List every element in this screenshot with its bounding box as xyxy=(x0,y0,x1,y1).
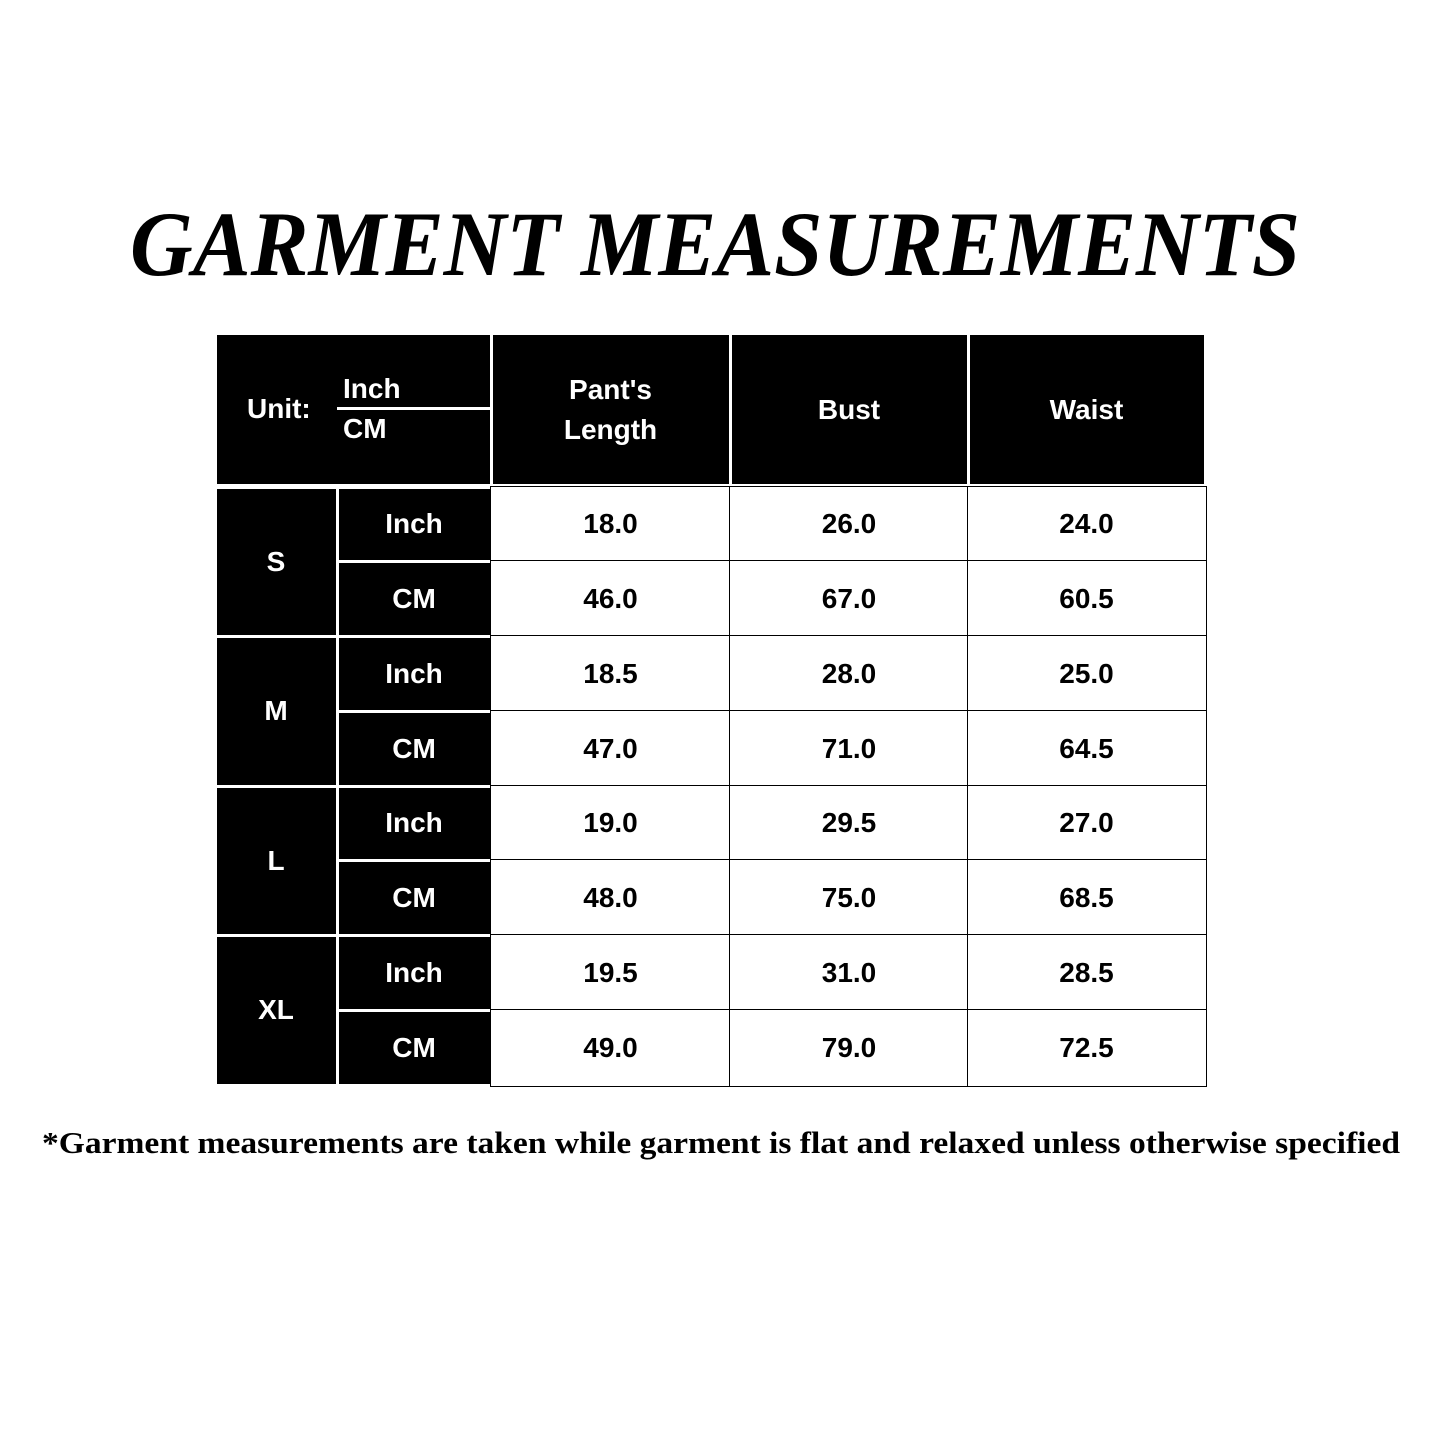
value-cell: 72.5 xyxy=(966,1008,1207,1087)
size-cell: L xyxy=(216,787,336,934)
title: GARMENT MEASUREMENTS xyxy=(130,193,1300,295)
size-cell: XL xyxy=(216,937,336,1084)
column-header: Bust xyxy=(731,335,967,484)
value-cell: 25.0 xyxy=(966,635,1207,713)
column-header: Waist xyxy=(969,335,1204,484)
unit-cell: Inch xyxy=(338,787,490,860)
value-cell: 19.5 xyxy=(489,934,732,1012)
value-cell: 64.5 xyxy=(966,709,1207,788)
column-header-text: Bust xyxy=(817,393,881,425)
value-cell: 24.0 xyxy=(966,485,1207,564)
unit-cell: CM xyxy=(338,712,490,785)
value-cell: 47.0 xyxy=(489,709,732,788)
unit-cell: Inch xyxy=(338,488,490,561)
size-cell: M xyxy=(216,638,336,785)
unit-cell: Inch xyxy=(338,638,490,710)
value-cell: 27.0 xyxy=(966,784,1207,863)
value-cell: 19.0 xyxy=(489,784,732,863)
value-cell: 48.0 xyxy=(489,859,732,937)
value-cell: 28.5 xyxy=(966,934,1207,1012)
value-cell: 29.5 xyxy=(728,784,970,863)
column-header-text: Pant's Length xyxy=(563,373,658,445)
size-cell: S xyxy=(216,488,336,635)
unit-label: Unit: xyxy=(247,393,311,424)
unit-cell: CM xyxy=(338,1011,490,1084)
value-cell: 68.5 xyxy=(966,859,1207,937)
unit-divider xyxy=(337,407,490,410)
value-cell: 49.0 xyxy=(489,1008,732,1087)
value-cell: 71.0 xyxy=(728,709,970,788)
value-cell: 18.5 xyxy=(489,635,732,713)
value-cell: 75.0 xyxy=(728,859,970,937)
value-cell: 67.0 xyxy=(728,560,970,638)
unit-cell: CM xyxy=(338,563,490,635)
value-cell: 46.0 xyxy=(489,560,732,638)
value-cell: 60.5 xyxy=(966,560,1207,638)
value-cell: 79.0 xyxy=(728,1008,970,1087)
unit-option: Inch xyxy=(343,373,401,404)
footnote: *Garment measurements are taken while ga… xyxy=(42,1125,1400,1160)
value-cell: 18.0 xyxy=(489,485,732,564)
unit-cell: CM xyxy=(338,862,490,934)
value-cell: 28.0 xyxy=(728,635,970,713)
unit-cell: Inch xyxy=(338,937,490,1009)
value-cell: 26.0 xyxy=(728,485,970,564)
column-header-text: Waist xyxy=(1049,393,1124,425)
column-header: Pant's Length xyxy=(492,335,729,484)
value-cell: 31.0 xyxy=(728,934,970,1012)
unit-option: CM xyxy=(343,413,387,444)
